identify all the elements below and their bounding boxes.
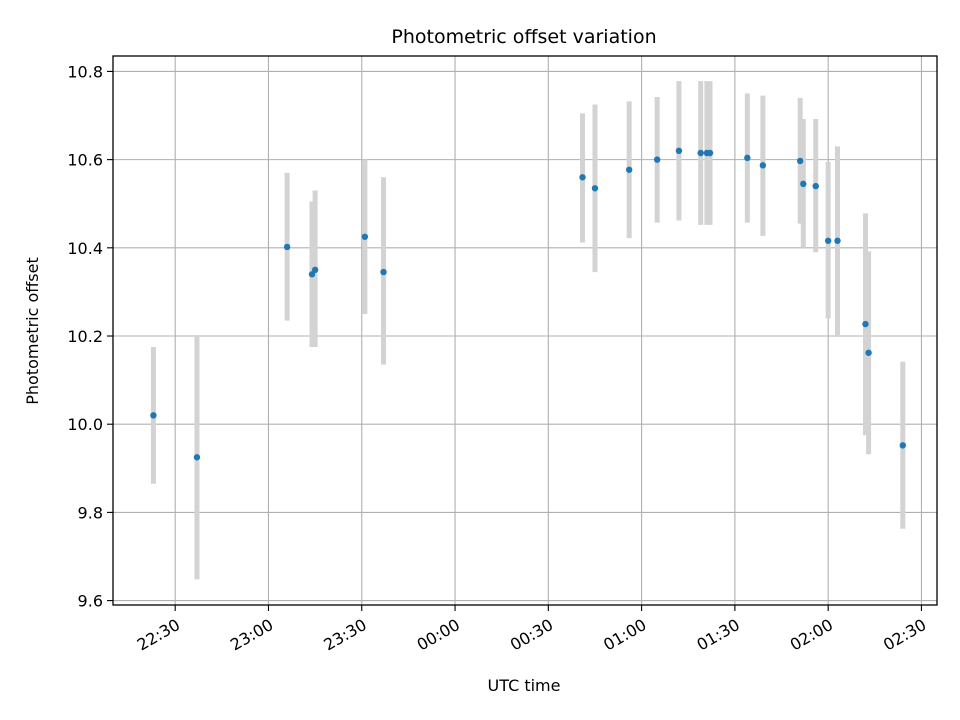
data-point: [812, 182, 819, 190]
y-tick-label: 9.6: [78, 592, 103, 611]
data-point: [675, 147, 683, 155]
y-tick-label: 10.8: [67, 62, 103, 81]
data-point: [311, 266, 319, 274]
data-point: [706, 149, 714, 157]
data-point: [591, 185, 599, 192]
data-point: [361, 233, 369, 240]
x-axis-title: UTC time: [488, 676, 561, 695]
data-point: [800, 180, 807, 188]
y-tick-label: 9.8: [78, 503, 103, 522]
data-point: [283, 243, 291, 251]
data-point: [862, 320, 869, 328]
data-point: [380, 268, 387, 276]
data-point: [697, 149, 704, 157]
data-point: [625, 166, 633, 173]
data-point: [899, 442, 906, 449]
data-point: [796, 157, 804, 165]
data-point: [653, 156, 661, 163]
y-tick-label: 10.4: [67, 239, 103, 258]
y-axis-title: Photometric offset: [23, 257, 42, 405]
data-point: [759, 162, 767, 169]
y-axis: 9.6 9.8 10.0 10.2 10.4 10.6 10.8: [67, 62, 113, 611]
plot-frame: [112, 55, 938, 606]
grid: [113, 56, 937, 605]
data-point: [150, 412, 157, 419]
y-tick-label: 10.2: [67, 327, 103, 346]
data-points: [150, 147, 906, 461]
data-point: [865, 349, 872, 356]
data-point: [824, 237, 832, 244]
data-point: [834, 237, 841, 244]
y-tick-label: 10.6: [67, 151, 103, 170]
data-point: [193, 454, 201, 461]
data-point: [579, 174, 586, 181]
y-tick-label: 10.0: [67, 415, 103, 434]
data-point: [744, 154, 751, 162]
chart-title: Photometric offset variation: [391, 26, 656, 48]
